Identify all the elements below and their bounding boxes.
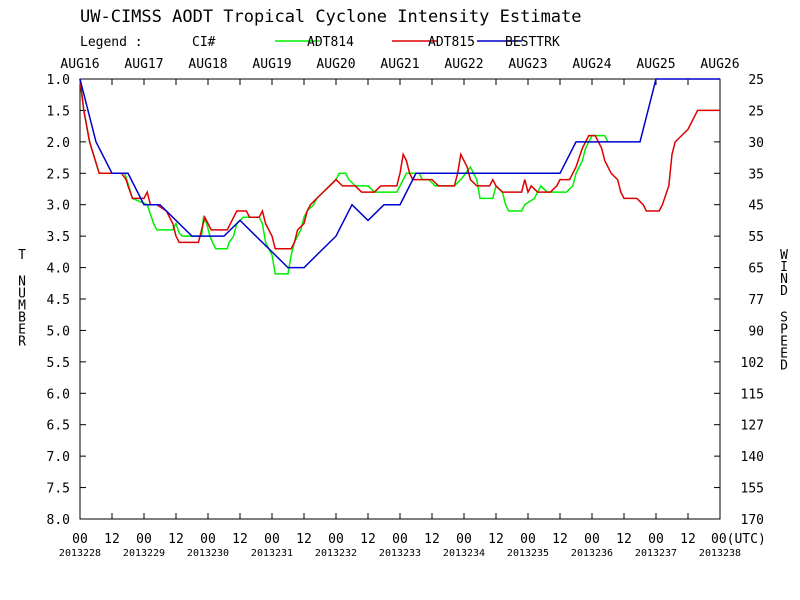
hour-tick-label: 00 [72,532,88,547]
hour-tick-label: 12 [488,532,504,547]
date-tick-label: AUG24 [572,57,611,72]
wind-tick-label: 65 [748,262,764,277]
julian-tick-label: 2013238 [699,548,741,559]
wind-tick-label: 35 [748,167,764,182]
y-tick-label: 7.5 [47,482,70,497]
hour-tick-label: 00 [200,532,216,547]
hour-tick-label: 00 [328,532,344,547]
hour-tick-label: 12 [552,532,568,547]
hour-tick-label: 00 [264,532,280,547]
plot-frame [79,78,721,520]
julian-tick-label: 2013234 [443,548,485,559]
hour-tick-label: 00 [584,532,600,547]
wind-tick-label: 25 [748,104,764,119]
hour-tick-label: 12 [616,532,632,547]
legend-entry: ADT814 [307,35,354,50]
hour-tick-label: 00 [136,532,152,547]
hour-tick-label: 00 [392,532,408,547]
julian-tick-label: 2013232 [315,548,357,559]
y-tick-label: 4.5 [47,293,70,308]
wind-tick-label: 45 [748,199,764,214]
legend-entry: ADT815 [428,35,475,50]
y-tick-label: 7.0 [47,450,70,465]
legend-entry: BESTTRK [505,35,560,50]
hour-tick-label: 12 [168,532,184,547]
date-tick-label: AUG22 [444,57,483,72]
legend-ci: CI# [192,35,216,50]
date-tick-label: AUG26 [700,57,739,72]
date-tick-label: AUG23 [508,57,547,72]
julian-tick-label: 2013236 [571,548,613,559]
y-tick-label: 1.5 [47,104,70,119]
y-tick-label: 4.0 [47,262,70,277]
y-tick-label: 3.0 [47,199,70,214]
hour-tick-label: 12 [360,532,376,547]
series-line [79,78,720,269]
date-tick-label: AUG21 [380,57,419,72]
hour-tick-label: 00 [456,532,472,547]
hour-tick-label: 00 [520,532,536,547]
hour-tick-label: 12 [232,532,248,547]
y-axis: 1.0 25 1.5 25 2.0 30 2.5 35 3.0 45 3.5 55 4.0 65 4.5 77… [47,73,764,528]
y-tick-label: 5.5 [47,356,70,371]
wind-tick-label: 55 [748,230,764,245]
date-tick-label: AUG16 [60,57,99,72]
wind-tick-label: 140 [741,450,764,465]
hour-tick-label: 00 [648,532,664,547]
series-line [79,78,609,275]
wind-tick-label: 115 [741,387,764,402]
y-tick-label: 8.0 [47,513,70,528]
hour-tick-label: 12 [424,532,440,547]
wind-tick-label: 77 [748,293,764,308]
date-tick-label: AUG19 [252,57,291,72]
julian-tick-label: 2013229 [123,548,165,559]
chart-title: UW-CIMSS AODT Tropical Cyclone Intensity… [80,7,582,27]
y-tick-label: 3.5 [47,230,70,245]
date-tick-label: AUG20 [316,57,355,72]
hour-tick-label: 12 [296,532,312,547]
julian-tick-label: 2013237 [635,548,677,559]
legend-label: Legend : [80,35,143,50]
y-tick-label: 2.5 [47,167,70,182]
y-tick-label: 1.0 [47,73,70,88]
hour-tick-label: 12 [104,532,120,547]
date-tick-label: AUG18 [188,57,227,72]
y-tick-label: 6.5 [47,419,70,434]
wind-tick-label: 127 [741,419,764,434]
hour-tick-label: 12 [680,532,696,547]
hour-tick-label: 00(UTC) [711,532,766,547]
plot-area [79,78,721,520]
y-tick-label: 5.0 [47,324,70,339]
wind-tick-label: 102 [741,356,764,371]
wind-tick-label: 25 [748,73,764,88]
julian-tick-label: 2013228 [59,548,101,559]
julian-tick-label: 2013233 [379,548,421,559]
wind-tick-label: 90 [748,324,764,339]
wind-tick-label: 30 [748,136,764,151]
julian-tick-label: 2013231 [251,548,293,559]
series-line [79,78,720,250]
legend: ADT814 ADT815 BESTTRK [275,35,560,50]
x-axis: AUG16 AUG17 AUG18 AUG19 AUG20 AUG21 AUG22 AUG23… [59,57,766,559]
julian-tick-label: 2013230 [187,548,229,559]
wind-tick-label: 170 [741,513,764,528]
wind-tick-label: 155 [741,482,764,497]
y-tick-label: 6.0 [47,387,70,402]
date-tick-label: AUG17 [124,57,163,72]
julian-tick-label: 2013235 [507,548,549,559]
date-tick-label: AUG25 [636,57,675,72]
y-tick-label: 2.0 [47,136,70,151]
